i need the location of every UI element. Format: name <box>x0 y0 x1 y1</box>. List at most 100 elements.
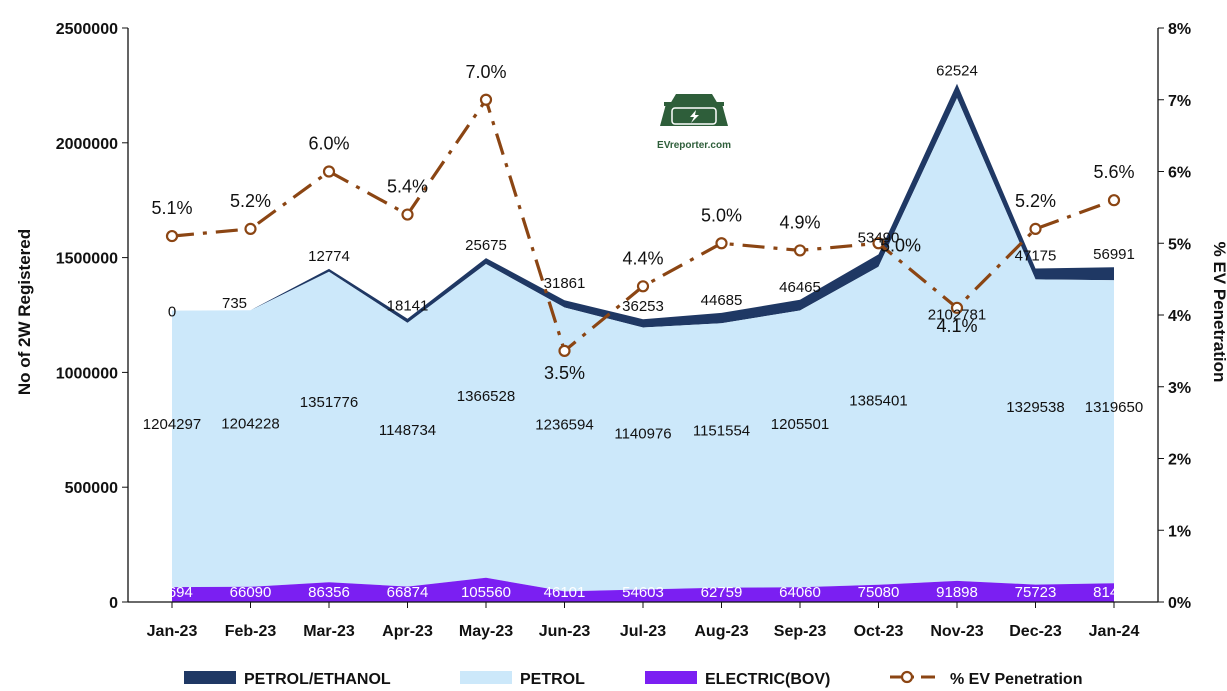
petrol-data-label: 1366528 <box>457 388 515 405</box>
y2-tick-label: 1% <box>1168 523 1191 540</box>
y2-tick-label: 6% <box>1168 165 1191 182</box>
penetration-marker <box>558 344 571 357</box>
petrol-data-label: 1204228 <box>221 416 279 433</box>
x-tick-label: Sep-23 <box>774 623 827 640</box>
electric-data-label: 66874 <box>387 584 429 601</box>
legend-swatch <box>184 671 236 684</box>
electric-data-label: 64060 <box>779 584 821 601</box>
petrol-data-label: 1385401 <box>849 393 907 410</box>
y2-tick-label: 3% <box>1168 380 1191 397</box>
electric-data-label: 91898 <box>936 584 978 601</box>
y2-tick-label: 4% <box>1168 308 1191 325</box>
petrol-data-label: 1205501 <box>771 416 829 433</box>
x-tick-label: May-23 <box>459 623 513 640</box>
petrol-ethanol-data-label: 53490 <box>858 229 900 246</box>
penetration-data-label: 4.4% <box>622 248 663 268</box>
x-tick-label: Apr-23 <box>382 623 433 640</box>
electric-data-label: 86356 <box>308 584 350 601</box>
electric-data-label: 105560 <box>461 584 511 601</box>
penetration-data-label: 5.0% <box>701 205 742 225</box>
y-tick-label: 1500000 <box>56 251 118 268</box>
petrol-ethanol-data-label: 47175 <box>1015 248 1057 265</box>
electric-data-label: 66090 <box>230 584 272 601</box>
legend-item-electric: ELECTRIC(BOV) <box>645 671 830 688</box>
electric-data-label: 75080 <box>858 584 900 601</box>
legend-item-petrol: PETROL <box>460 671 585 688</box>
penetration-line-group <box>165 93 1121 357</box>
petrol-data-label: 1236594 <box>535 416 593 433</box>
petrol-data-label: 1319650 <box>1085 399 1143 416</box>
electric-data-label: 81476 <box>1093 584 1135 601</box>
legend-label: PETROL/ETHANOL <box>244 671 391 688</box>
axes: 0 500000 1000000 1500000 2000000 2500000 0% 1% 2… <box>56 21 1191 640</box>
x-tick-label: Dec-23 <box>1009 623 1062 640</box>
y-tick-label: 500000 <box>65 480 118 497</box>
penetration-marker <box>950 301 964 314</box>
penetration-data-label: 5.2% <box>1015 191 1056 211</box>
penetration-marker <box>793 244 807 257</box>
petrol-data-label: 1140976 <box>614 425 671 442</box>
area-electric <box>172 577 1114 602</box>
legend-item-petrol-ethanol: PETROL/ETHANOL <box>184 671 391 688</box>
penetration-marker <box>715 237 728 250</box>
petrol-ethanol-data-label: 56991 <box>1093 246 1135 263</box>
area-petrol <box>172 98 1114 592</box>
penetration-data-label: 5.6% <box>1093 162 1134 182</box>
petrol-data-label: 1151554 <box>693 422 750 439</box>
electric-data-label: 54603 <box>622 584 664 601</box>
evreporter-logo: EVreporter.com <box>657 94 731 151</box>
logo-text: EVreporter.com <box>657 140 731 151</box>
y-tick-label: 2000000 <box>56 136 118 153</box>
y2-tick-label: 0% <box>1168 595 1191 612</box>
legend-swatch <box>645 671 697 684</box>
penetration-marker <box>872 237 885 250</box>
electric-data-label: 64694 <box>151 584 193 601</box>
x-tick-label: Mar-23 <box>303 623 355 640</box>
penetration-marker <box>165 229 179 243</box>
petrol-data-label: 1351776 <box>300 394 358 411</box>
y-axis-title: No of 2W Registered <box>15 229 34 395</box>
x-tick-label: Jan-24 <box>1089 623 1140 640</box>
electric-data-label: 46101 <box>544 584 586 601</box>
stacked-areas <box>172 83 1114 602</box>
penetration-data-label: 5.2% <box>230 191 271 211</box>
x-tick-label: Oct-23 <box>854 623 904 640</box>
y2-tick-label: 8% <box>1168 21 1191 38</box>
petrol-ethanol-data-label: 25675 <box>465 237 507 254</box>
y2-tick-label: 7% <box>1168 93 1191 110</box>
penetration-marker <box>401 208 414 221</box>
petrol-ethanol-data-label: 44685 <box>701 292 743 309</box>
data-labels: 5.1% 5.2% 6.0% 5.4% 7.0% 3.5% 4.4% 5.0% 4.9% 5.0%… <box>143 62 1143 601</box>
y-tick-label: 2500000 <box>56 21 118 38</box>
penetration-marker <box>1029 222 1042 235</box>
petrol-ethanol-data-label: 0 <box>168 304 176 321</box>
x-tick-label: Jan-23 <box>147 623 198 640</box>
y2-axis-title: % EV Penetration <box>1210 242 1227 383</box>
penetration-marker <box>244 222 257 235</box>
penetration-data-label: 7.0% <box>465 62 506 82</box>
petrol-ethanol-data-label: 12774 <box>308 248 350 265</box>
penetration-marker <box>1107 194 1121 207</box>
penetration-data-label: 5.0% <box>880 235 921 255</box>
legend-marker <box>900 670 914 684</box>
penetration-data-label: 3.5% <box>544 363 585 383</box>
petrol-ethanol-data-label: 18141 <box>387 298 429 315</box>
penetration-data-label: 5.1% <box>151 198 192 218</box>
legend-label: PETROL <box>520 671 585 688</box>
legend-label: % EV Penetration <box>950 671 1082 688</box>
legend-item-penetration: % EV Penetration <box>890 670 1082 688</box>
x-tick-label: Jul-23 <box>620 623 666 640</box>
penetration-data-label: 6.0% <box>308 134 349 154</box>
petrol-data-label: 1204297 <box>143 416 201 433</box>
petrol-ethanol-data-label: 36253 <box>622 298 664 315</box>
penetration-marker <box>322 165 336 178</box>
petrol-ethanol-data-label: 735 <box>222 295 247 312</box>
electric-data-label: 75723 <box>1015 584 1057 601</box>
electric-data-label: 62759 <box>701 584 743 601</box>
area-petrol-ethanol <box>172 83 1114 328</box>
penetration-marker <box>479 93 493 106</box>
x-tick-label: Jun-23 <box>539 623 591 640</box>
petrol-ethanol-data-label: 62524 <box>936 63 978 80</box>
petrol-data-label: 1148734 <box>379 422 436 439</box>
